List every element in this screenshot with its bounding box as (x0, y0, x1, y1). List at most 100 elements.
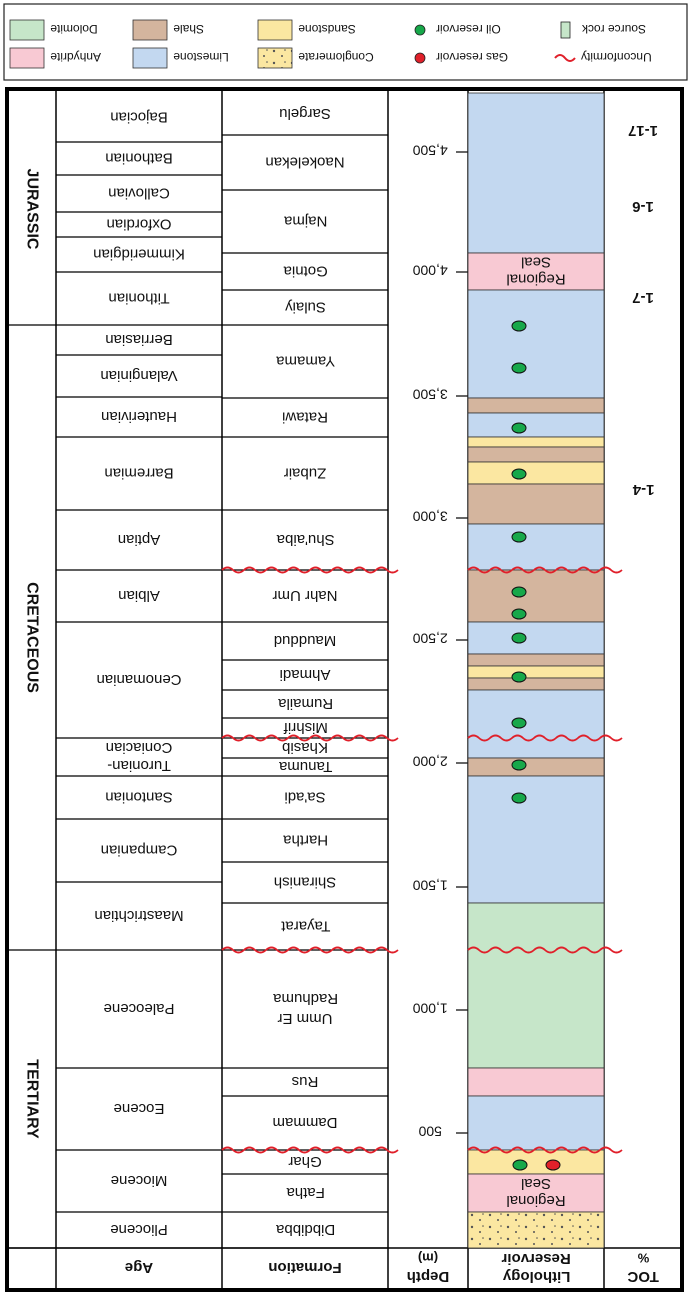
unconformity-line (467, 946, 623, 954)
formation-label: Nahr Umr (272, 587, 337, 604)
toc-label: 1-7 (632, 289, 654, 306)
depth-tick-label: 2,500 (412, 631, 447, 647)
lithology-unit-anhydrite (467, 1067, 605, 1097)
lithology-unit-limestone (467, 621, 605, 655)
age-label: Coniacian (106, 739, 173, 756)
lithology-unit-sandstone (467, 436, 605, 448)
lithology-unit-limestone (467, 1095, 605, 1151)
header-reservoir: Reservoir (501, 1250, 570, 1267)
formation-label: Fatha (286, 1184, 325, 1201)
legend-item-source: Source rock (560, 21, 646, 39)
header-formation: Formation (268, 1259, 341, 1276)
unconformity-line (221, 946, 399, 954)
header-age: Age (125, 1259, 153, 1276)
oil-reservoir-marker (511, 759, 527, 771)
lithology-unit-limestone (467, 92, 605, 254)
lithology-label: Seal (521, 253, 551, 270)
age-label: Bathonian (105, 149, 173, 166)
lithology-unit-limestone (467, 412, 605, 438)
formation-label: Ahmadi (280, 666, 331, 683)
age-label: Paleocene (104, 1000, 175, 1017)
lithology-unit-sandstone (467, 665, 605, 679)
formation-label: Rus (292, 1073, 319, 1090)
age-label: Kimmeridgian (93, 245, 185, 262)
oil-reservoir-marker (511, 468, 527, 480)
column-text: JURASSIC CRETACEOUS TERTIARY Bajocian Bathon… (23, 105, 659, 1285)
age-label: Tithonian (108, 289, 169, 306)
lithology-unit-limestone (467, 523, 605, 571)
age-label: Santonian (105, 788, 173, 805)
unconformity-line (467, 1146, 623, 1154)
legend-label: Limestone (173, 50, 229, 64)
oil-reservoir-marker (511, 671, 527, 683)
oil-reservoir-marker (511, 531, 527, 543)
depth-tick-label: 2,000 (412, 754, 447, 770)
legend-label: Oil reservoir (436, 22, 501, 36)
legend-item-anhydrite: Anhydrite (9, 47, 101, 69)
legend-item-sandstone: Sandstone (257, 19, 356, 41)
gas-symbol (414, 52, 426, 64)
legend-label: Source rock (581, 22, 646, 36)
age-label: Bajocian (110, 108, 168, 125)
lithology-label: Seal (521, 1175, 551, 1192)
formation-label: Sulaiy (285, 298, 326, 315)
formation-label: Najma (283, 212, 327, 229)
lithology-unit-limestone (467, 689, 605, 759)
limestone-swatch (132, 47, 168, 69)
age-label: Eocene (114, 1100, 165, 1117)
legend-label: Anhydrite (50, 50, 101, 64)
lithology-label: Regional (506, 1192, 565, 1209)
legend-label: Unconformity (581, 50, 652, 64)
legend-item-gas: Gas reservoir (414, 50, 508, 64)
anhydrite-swatch (9, 47, 45, 69)
lithology-unit-limestone (467, 289, 605, 399)
toc-label: 1-6 (632, 198, 654, 215)
unconformity-line (221, 734, 399, 742)
depth-tick-label: 4,500 (412, 143, 447, 159)
formation-label: Yamama (276, 352, 336, 369)
lithology-unit-shale (467, 757, 605, 777)
formation-label: Mauddud (274, 632, 337, 649)
age-label: Callovian (108, 184, 170, 201)
lithology-unit-anhydrite (467, 252, 605, 291)
source-rock-symbol (560, 21, 571, 39)
lithology-unit-dolomite (467, 902, 605, 1069)
age-label: Pliocene (110, 1221, 168, 1238)
oil-reservoir-marker (511, 320, 527, 332)
formation-label: Mishrif (283, 719, 328, 736)
dolomite-swatch (9, 19, 45, 41)
lithology-unit-shale (467, 446, 605, 463)
formation-label: Naokelekan (265, 153, 344, 170)
reservoir-markers (221, 320, 623, 1171)
legend-item-oil: Oil reservoir (414, 22, 501, 36)
age-label: Hauterivian (101, 408, 177, 425)
formation-label: Zubair (284, 464, 327, 481)
formation-label: Ratawi (282, 408, 328, 425)
formation-label: Sa'adi (284, 788, 325, 805)
age-label: Valanginian (100, 367, 177, 384)
formation-label: Shu'aiba (276, 531, 335, 548)
age-label: Barremian (104, 464, 173, 481)
lithology-unit-sandstone (467, 1149, 605, 1175)
formation-label: Ghar (288, 1153, 321, 1170)
unconformity-line (221, 1146, 399, 1154)
depth-tick-label: 500 (418, 1124, 442, 1140)
oil-reservoir-marker (511, 632, 527, 644)
age-label: Maastrichtian (94, 907, 183, 924)
oil-reservoir-marker (511, 608, 527, 620)
period-label: TERTIARY (23, 1059, 40, 1139)
formation-label: Dibdibba (275, 1221, 335, 1238)
unconformity-line (221, 566, 399, 574)
oil-reservoir-marker (511, 792, 527, 804)
legend-item-dolomite: Dolomite (9, 19, 98, 41)
legend-item-unconformity: Unconformity (554, 50, 652, 64)
depth-tick-label: 3,500 (412, 387, 447, 403)
legend-label: Conglomerate (298, 50, 374, 64)
age-label: Aptian (118, 531, 161, 548)
formation-label: Umm Er (278, 1010, 333, 1027)
age-label: Campanian (101, 841, 178, 858)
legend: Dolomite Shale Sandstone Oil reservoir Sourc… (3, 3, 688, 81)
legend-item-limestone: Limestone (132, 47, 229, 69)
formation-label: Dammam (272, 1114, 337, 1131)
